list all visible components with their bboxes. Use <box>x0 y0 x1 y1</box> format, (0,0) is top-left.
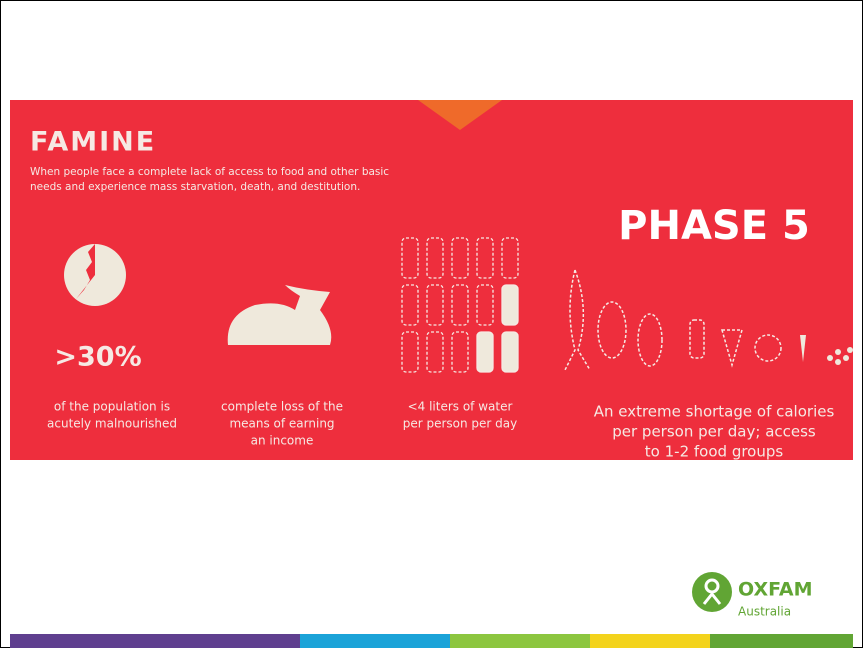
stat-caption: an income <box>251 434 314 448</box>
color-stripe <box>10 634 853 648</box>
bottle <box>477 332 493 372</box>
description: When people face a complete lack of acce… <box>30 166 389 178</box>
stat-caption: per person per day <box>403 417 518 431</box>
title: FAMINE <box>30 127 156 158</box>
bottle <box>502 332 518 372</box>
stat-caption: to 1-2 food groups <box>645 443 784 461</box>
slide: FAMINE When people face a complete lack … <box>0 0 863 648</box>
logo-name: OXFAM <box>738 579 813 601</box>
stat-caption: acutely malnourished <box>47 417 177 431</box>
stat-caption: of the population is <box>54 400 170 414</box>
logo-region: Australia <box>738 605 791 619</box>
bottle <box>502 285 518 325</box>
stat-caption: means of earning <box>229 417 334 431</box>
phase: PHASE 5 <box>618 203 810 249</box>
stat-caption: complete loss of the <box>221 400 343 414</box>
stat-caption: per person per day; access <box>612 423 816 441</box>
stat-figure: >30% <box>54 342 141 373</box>
stat-caption: <4 liters of water <box>408 400 513 414</box>
stat-caption: An extreme shortage of calories <box>594 403 835 421</box>
description: needs and experience mass starvation, de… <box>30 181 360 193</box>
